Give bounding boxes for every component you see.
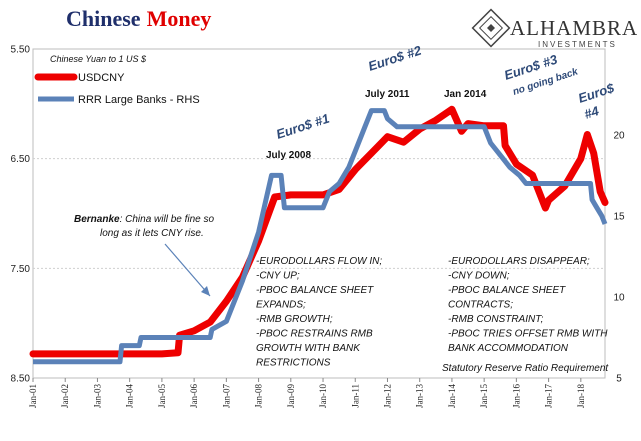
x-tick-label: Jan-07 [221,384,231,408]
annotation-jan-2014: Jan 2014 [444,89,487,100]
right-tick-label: 15 [613,211,625,222]
x-tick-label: Jan-10 [318,384,328,408]
left-note-line: RESTRICTIONS [256,358,331,369]
legend-label-rrr: RRR Large Banks - RHS [78,94,200,106]
x-tick-label: Jan-11 [350,384,360,408]
title-part-2: Money [147,6,212,31]
plot-frame [32,48,606,379]
annotation-july-2011: July 2011 [365,89,410,100]
x-tick-label: Jan-12 [382,384,392,408]
x-tick-label: Jan-05 [157,384,167,408]
right-tick-label: 10 [613,292,625,303]
logo-name: ALHAMBRA [510,16,638,40]
x-tick-label: Jan-16 [511,384,521,408]
left-tick-label: 7.50 [11,264,31,275]
arrowhead-icon [201,286,210,296]
x-tick-label: Jan-01 [28,384,38,408]
right-note-line: CONTRACTS; [448,300,513,311]
right-note-line: -PBOC TRIES OFFSET RMB WITH [448,329,608,340]
chart-title: Chinese Money [66,6,211,31]
alhambra-logo: ALHAMBRA INVESTMENTS [471,8,638,49]
right-note-line: -EURODOLLARS DISAPPEAR; [448,256,590,267]
title-part-1: Chinese [66,6,141,31]
x-axis: Jan-01 Jan-02 Jan-03 Jan-04 Jan-05 Jan-06 Jan-… [28,378,586,408]
logo-tagline: INVESTMENTS [538,40,617,49]
annotation-euro2: Euro$ #2 [366,42,424,73]
left-note-line: -CNY UP; [256,271,300,282]
right-note-line: -CNY DOWN; [448,271,510,282]
right-note-line: BANK ACCOMMODATION [448,343,569,354]
logo-diamond-icon [471,8,511,48]
series-usdcny-line [29,105,609,358]
x-tick-label: Jan-06 [189,384,199,408]
right-notes: -EURODOLLARS DISAPPEAR; -CNY DOWN; -PBOC B… [448,256,608,354]
left-note-line: -RMB GROWTH; [256,314,333,325]
x-tick-label: Jan-15 [479,384,489,408]
left-tick-label: 6.50 [11,154,31,165]
bernanke-quote-1: : China will be fine so [120,214,215,225]
bernanke-name: Bernanke [74,214,120,225]
right-tick-label: 20 [613,130,625,141]
x-tick-label: Jan-18 [576,384,586,408]
legend: USDCNY RRR Large Banks - RHS [34,72,200,106]
x-tick-label: Jan-08 [254,384,264,408]
x-tick-label: Jan-13 [415,384,425,408]
annotation-july-2008: July 2008 [266,150,311,161]
left-note-line: -PBOC BALANCE SHEET [256,285,374,296]
rrr-note: Statutory Reserve Ratio Requirement [442,363,609,374]
x-tick-label: Jan-17 [544,384,554,408]
annotation-euro4-b: #4 [582,103,601,122]
legend-label-usdcny: USDCNY [78,72,125,84]
x-tick-label: Jan-04 [125,384,135,408]
left-note-line: GROWTH WITH BANK [256,343,361,354]
right-note-line: -PBOC BALANCE SHEET [448,285,566,296]
bernanke-annotation: Bernanke: China will be fine so long as … [74,214,215,297]
chart-subtitle: Chinese Yuan to 1 US $ [50,54,147,64]
bernanke-line-2: long as it lets CNY rise. [100,228,204,239]
x-tick-label: Jan-09 [286,384,296,408]
series-rrr-line [33,108,608,365]
right-tick-label: 5 [616,374,622,385]
left-tick-label: 8.50 [11,374,31,385]
left-note-line: -PBOC RESTRAINS RMB [256,329,373,340]
right-axis: 5 10 15 20 [613,130,625,384]
left-notes: -EURODOLLARS FLOW IN; -CNY UP; -PBOC BALAN… [256,256,382,369]
right-note-line: -RMB CONSTRAINT; [448,314,544,325]
x-tick-label: Jan-14 [447,384,457,408]
left-tick-label: 5.50 [11,45,31,56]
left-note-line: -EURODOLLARS FLOW IN; [256,256,382,267]
x-tick-label: Jan-02 [60,384,70,408]
annotation-euro1: Euro$ #1 [274,111,331,142]
left-note-line: EXPANDS; [256,300,306,311]
left-axis: 5.50 6.50 7.50 8.50 [11,45,31,385]
annotation-euro4-a: Euro$ [576,80,616,106]
arrow-icon [164,243,211,297]
bernanke-line-1: Bernanke: China will be fine so [74,214,215,225]
x-tick-label: Jan-03 [92,384,102,408]
